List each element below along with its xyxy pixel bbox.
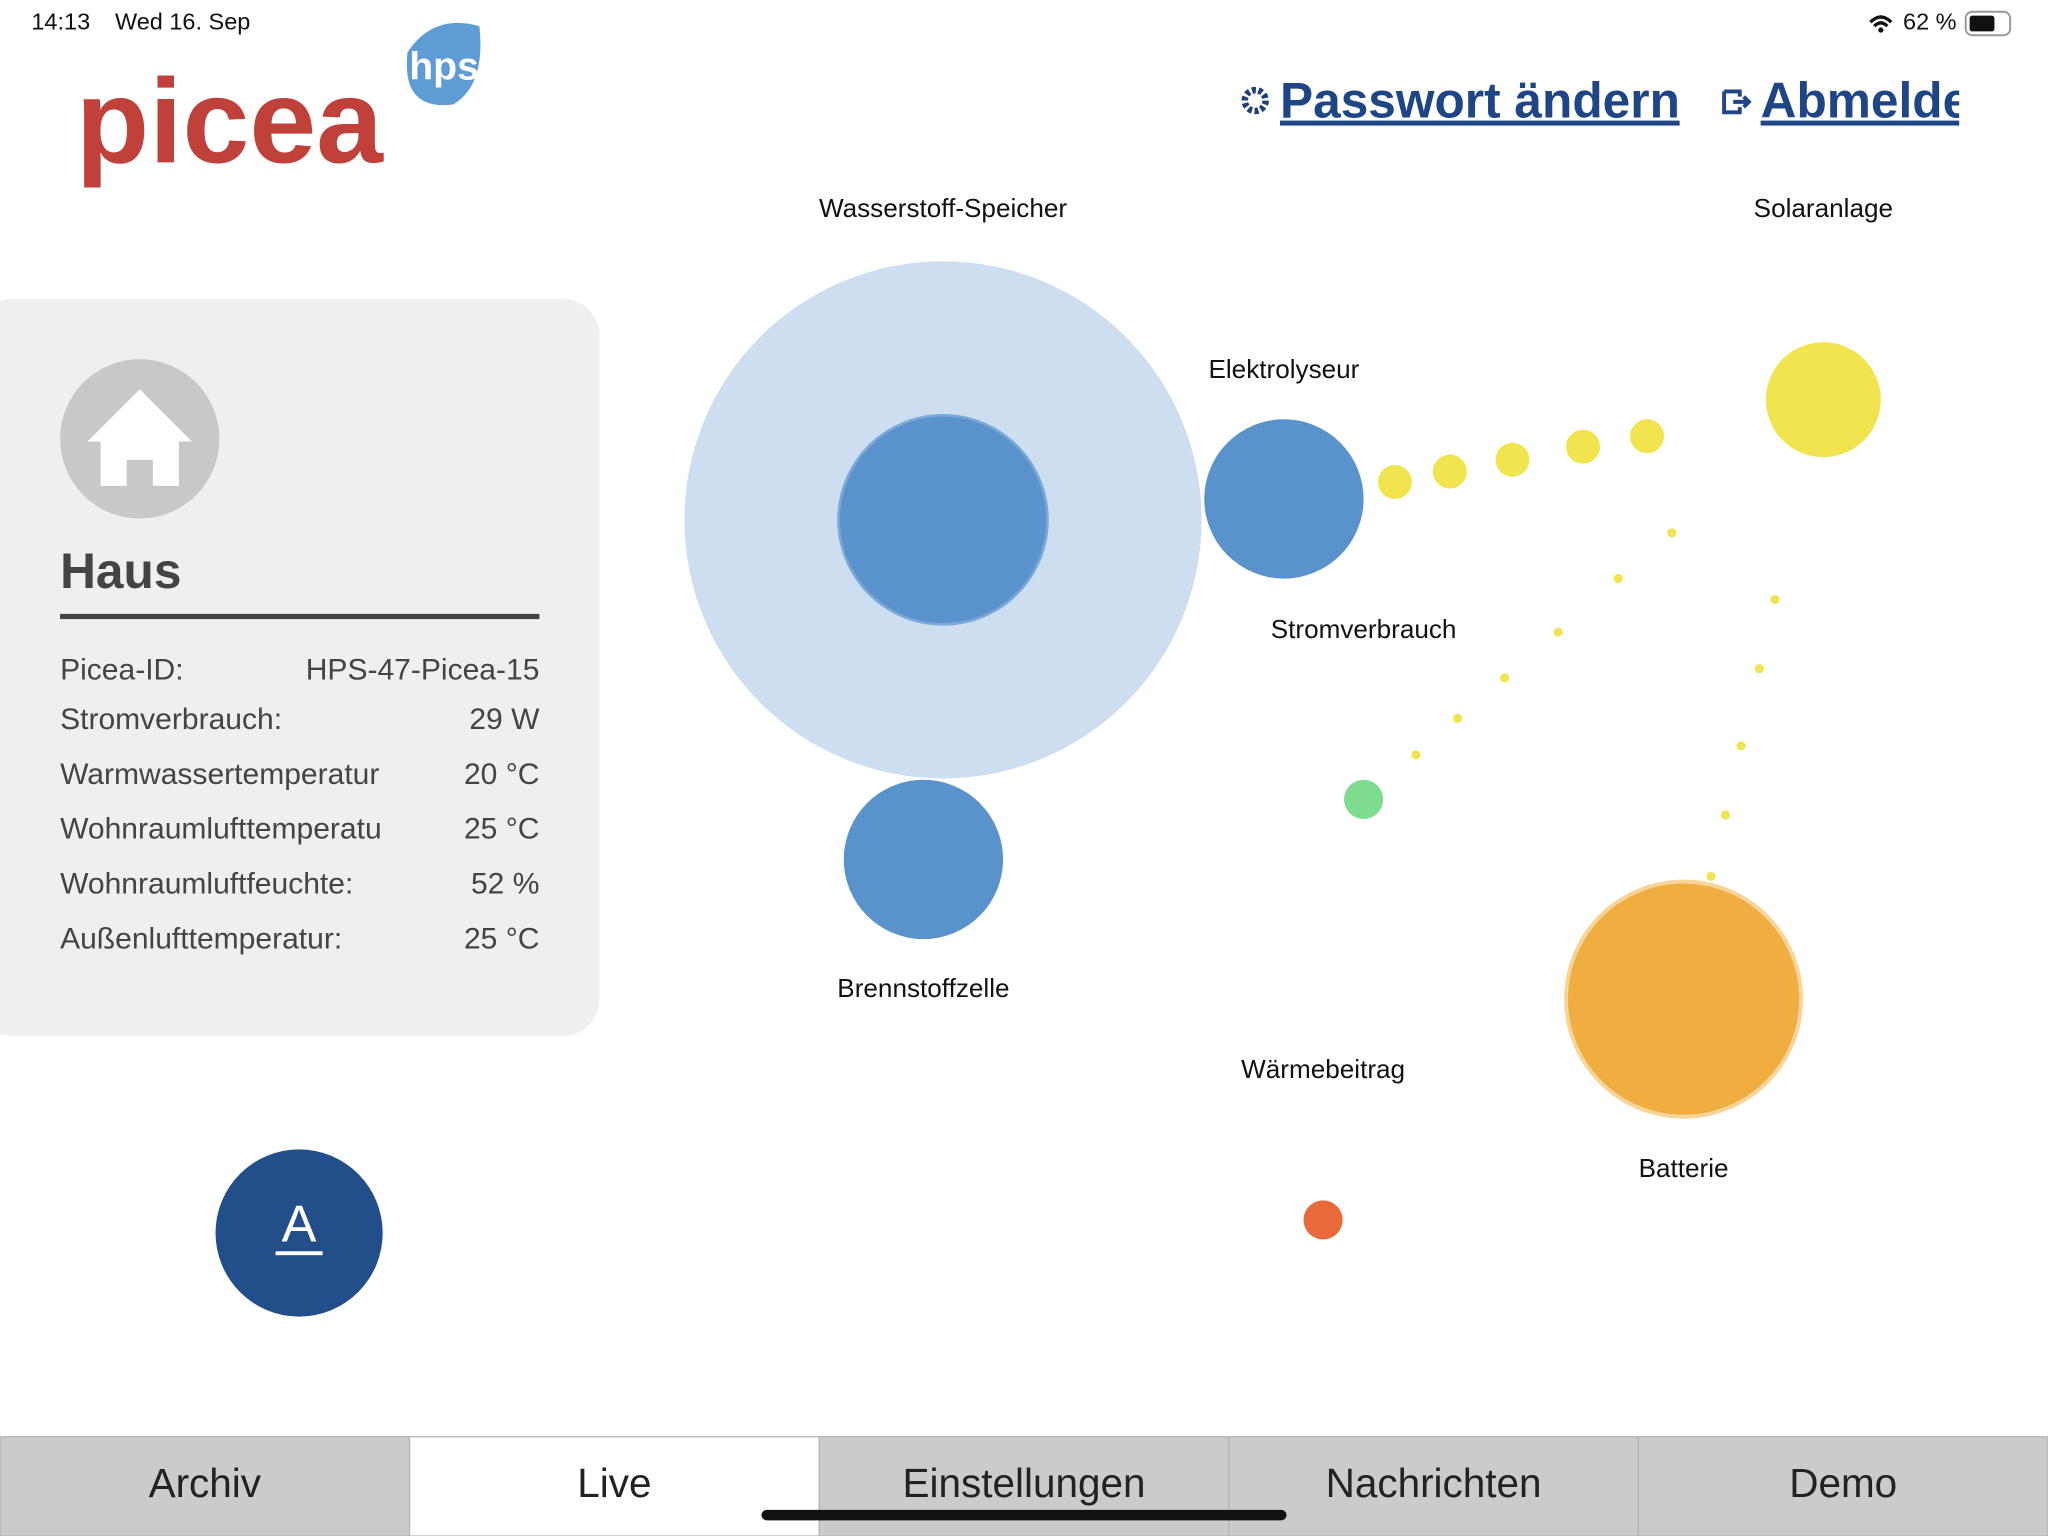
status-date: Wed 16. Sep (115, 9, 250, 35)
status-time: 14:13 (31, 9, 90, 35)
node-label: Wasserstoff-Speicher (819, 193, 1067, 223)
panel-title: Haus (60, 543, 181, 599)
flow-dots (1377, 419, 1780, 881)
battery-frame (1964, 10, 2012, 37)
logout-link[interactable]: Abmelden (1761, 73, 2001, 129)
panel-divider (60, 613, 540, 620)
action-button-label[interactable]: A (282, 1196, 317, 1254)
tab[interactable] (408, 1436, 820, 1536)
tab-label[interactable]: Archiv (149, 1460, 262, 1506)
home-icon (87, 389, 192, 486)
gear-icon (1241, 86, 1269, 115)
row-label: Stromverbrauch: (60, 703, 282, 736)
row-value: 29 W (469, 703, 540, 736)
node-label: Elektrolyseur (1208, 354, 1359, 384)
home-indicator (761, 1509, 1287, 1521)
logout-icon (1722, 89, 1752, 115)
heat-node (1303, 1200, 1343, 1240)
row-label: Wohnraumlufttemperatur: (60, 813, 400, 846)
wifi-icon (1869, 15, 1893, 28)
battery-level (1969, 15, 1995, 32)
battery-node (1564, 879, 1804, 1119)
action-button[interactable] (215, 1149, 383, 1317)
consumption-node (1344, 779, 1384, 819)
tab[interactable] (0, 1436, 411, 1536)
logo-badge-shape (406, 22, 481, 106)
logo: picea (76, 54, 384, 188)
row-value: 25 °C (464, 813, 539, 846)
tab-label[interactable]: Nachrichten (1326, 1460, 1542, 1506)
tab-bar: Archiv Live Einstellungen Nachrichten Demo (0, 1436, 2048, 1536)
status-battery: 62 % (1903, 9, 1957, 35)
row-value: 52 % (471, 867, 539, 900)
row-label: Warmwassertemperatur: (60, 758, 388, 791)
row-value: HPS-47-Picea-15 (306, 653, 540, 686)
row-value: 20 °C (464, 758, 539, 791)
node-label: Solaranlage (1754, 193, 1893, 223)
wifi-dot (1878, 27, 1884, 33)
logo-badge: hps (409, 46, 479, 89)
node-label: Wärmebeitrag (1241, 1054, 1405, 1084)
solar (1765, 342, 1881, 458)
storage-inner (837, 414, 1049, 626)
row-value: 25 °C (464, 922, 539, 955)
electrolyzer (1204, 419, 1364, 579)
node-label: Batterie (1639, 1153, 1729, 1183)
row-label: Picea-ID: (60, 653, 184, 686)
fuel-cell (843, 779, 1004, 940)
panel-rows: Picea-ID: HPS-47-Picea-15 Stromverbrauch: 2… (60, 653, 540, 955)
tab-label[interactable]: Demo (1789, 1460, 1897, 1506)
tab[interactable] (1228, 1436, 1640, 1536)
row-label: Wohnraumluftfeuchte: (60, 867, 353, 900)
node-label: Stromverbrauch (1271, 614, 1457, 644)
tab-label[interactable]: Einstellungen (903, 1460, 1146, 1506)
button-underline (275, 1251, 323, 1256)
tab-label[interactable]: Live (577, 1460, 651, 1506)
change-password-link[interactable]: Passwort ändern (1280, 73, 1680, 129)
node-label: Brennstoffzelle (837, 973, 1009, 1003)
row-label: Außenlufttemperatur: (60, 922, 342, 955)
tab[interactable] (1637, 1436, 2048, 1536)
